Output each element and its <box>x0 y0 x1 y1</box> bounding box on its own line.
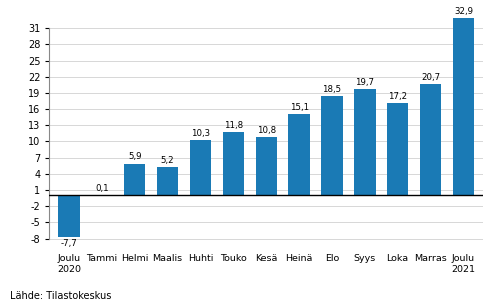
Text: 15,1: 15,1 <box>289 103 309 112</box>
Text: 32,9: 32,9 <box>454 7 473 16</box>
Text: 18,5: 18,5 <box>322 85 342 94</box>
Text: 10,8: 10,8 <box>257 126 276 135</box>
Text: 5,9: 5,9 <box>128 152 141 161</box>
Bar <box>190 140 211 195</box>
Text: 5,2: 5,2 <box>161 156 175 165</box>
Bar <box>223 132 244 195</box>
Text: Lähde: Tilastokeskus: Lähde: Tilastokeskus <box>10 291 111 301</box>
Bar <box>453 18 474 195</box>
Text: 0,1: 0,1 <box>95 184 108 193</box>
Text: 10,3: 10,3 <box>191 129 210 138</box>
Bar <box>321 96 343 195</box>
Text: 20,7: 20,7 <box>421 73 440 82</box>
Bar <box>387 103 408 195</box>
Text: 17,2: 17,2 <box>388 92 407 101</box>
Text: 19,7: 19,7 <box>355 78 374 87</box>
Bar <box>255 137 277 195</box>
Text: 11,8: 11,8 <box>224 121 243 130</box>
Bar <box>354 89 376 195</box>
Bar <box>58 195 80 237</box>
Bar <box>157 168 178 195</box>
Bar <box>420 84 441 195</box>
Bar <box>124 164 145 195</box>
Text: -7,7: -7,7 <box>61 239 77 248</box>
Bar <box>288 114 310 195</box>
